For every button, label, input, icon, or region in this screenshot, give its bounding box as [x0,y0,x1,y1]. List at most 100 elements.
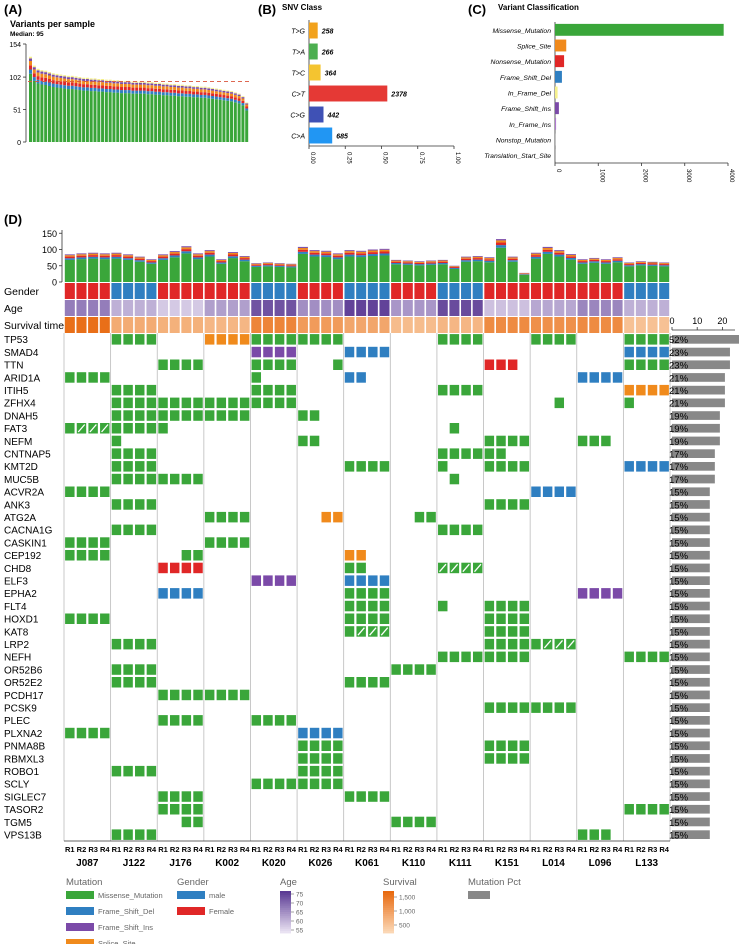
tmb-bar-segment [262,263,273,265]
mutation-cell [496,626,506,637]
tmb-bar-segment [507,260,518,262]
age-cell [216,300,227,316]
variant-class-label: Nonsense_Mutation [491,59,552,66]
variant-bar-segment [44,77,48,82]
survival-cell [624,317,635,333]
snv-count-label: 266 [321,50,334,57]
variant-bar-segment [176,96,180,142]
tmb-y-tick-label: 100 [42,245,57,255]
replicate-label: R1 [485,845,495,854]
variant-bar-segment [211,98,215,142]
variant-bar-segment [74,83,78,87]
variant-bar-segment [195,88,199,92]
mutation-cell [368,461,378,472]
mutation-cell [333,359,343,370]
legend-mutation-title: Mutation [66,877,102,888]
x-tick-label: 1.00 [454,152,460,164]
mutation-cell [577,829,588,840]
age-cell [624,300,635,316]
mutation-cell [111,423,122,434]
gender-cell [251,283,262,299]
gender-cell [239,283,250,299]
mutation-cell [169,791,180,802]
variant-bar-segment [97,88,101,92]
mutation-cell [204,397,215,409]
age-cell [367,300,378,316]
survival-cell [554,317,565,333]
replicate-label: R2 [310,845,320,854]
variant-bar-segment [230,92,234,94]
mutation-cell [88,486,98,497]
mutation-cell [449,423,460,434]
tmb-bar-segment [507,258,518,261]
tmb-bar-segment [158,258,169,260]
variant-bar-segment [241,100,245,104]
mutation-cell [519,740,530,751]
mutation-cell [554,334,565,345]
mutation-cell [251,575,262,586]
variant-bar-segment [127,83,131,88]
variant-bar-segment [237,93,241,95]
survival-cell [146,317,157,333]
age-cell [589,300,600,316]
variant-bar-segment [29,60,32,66]
mutation-cell [344,588,355,599]
variant-bar-segment [142,81,146,83]
mutation-cell [612,372,623,383]
variant-bar-segment [203,87,207,90]
mutation-cell [146,638,157,650]
mutation-cell [519,600,530,612]
mutation-cell [88,372,98,383]
tmb-bar-segment [484,262,495,282]
legend-age-tick-label: 70 [296,901,304,908]
tmb-bar-segment [437,260,448,262]
gender-cell [507,283,518,299]
tmb-bar-segment [367,252,378,255]
mutation-cell [449,473,460,485]
tmb-bar-segment [64,259,75,282]
mutation-cell [449,334,460,345]
mutation-cell [647,651,658,663]
variant-bar-segment [120,90,124,94]
variant-bar-segment [233,97,237,100]
age-cell [169,300,180,316]
mutation-cell [263,359,273,370]
mutation-cell [274,346,285,358]
variant-bar-segment [233,102,237,142]
variant-bar-segment [214,91,218,94]
replicate-label: R1 [624,845,634,854]
tmb-bar-segment [589,257,600,259]
mutation-cell [484,448,495,459]
mutation-cell [88,613,98,624]
mutation-cell [146,384,157,396]
tmb-bar-segment [659,264,670,266]
mutation-cell [65,486,75,497]
variant-class-bar [555,39,567,52]
snv-count-label: 442 [327,113,340,120]
variant-bar-segment [59,77,63,82]
multi-hit-slash [369,627,377,636]
legend-mutation-item: Frame_Shift_Ins [98,923,153,932]
mutation-cell [426,816,436,828]
age-cell [111,300,122,316]
panel-b-label: (B) [258,2,276,17]
survival-cell [484,317,495,333]
variant-bar-segment [32,73,36,78]
variant-bar-segment [101,82,105,86]
mutation-cell [496,600,506,612]
mutation-cell [181,804,192,815]
variant-bar-segment [44,84,48,142]
legend-survival-gradient [383,930,394,934]
legend-survival-tick-label: 1,500 [399,895,416,902]
mutation-cell [135,384,145,396]
tmb-bar-segment [274,263,285,264]
age-cell [158,300,169,316]
gender-cell [589,283,600,299]
legend-age-gradient [280,912,291,915]
mutation-cell [554,702,565,713]
legend-age-gradient [280,922,291,925]
mutation-cell [111,677,122,688]
age-cell [344,300,355,316]
mutation-cell [507,638,518,650]
mutation-cell [298,740,308,751]
